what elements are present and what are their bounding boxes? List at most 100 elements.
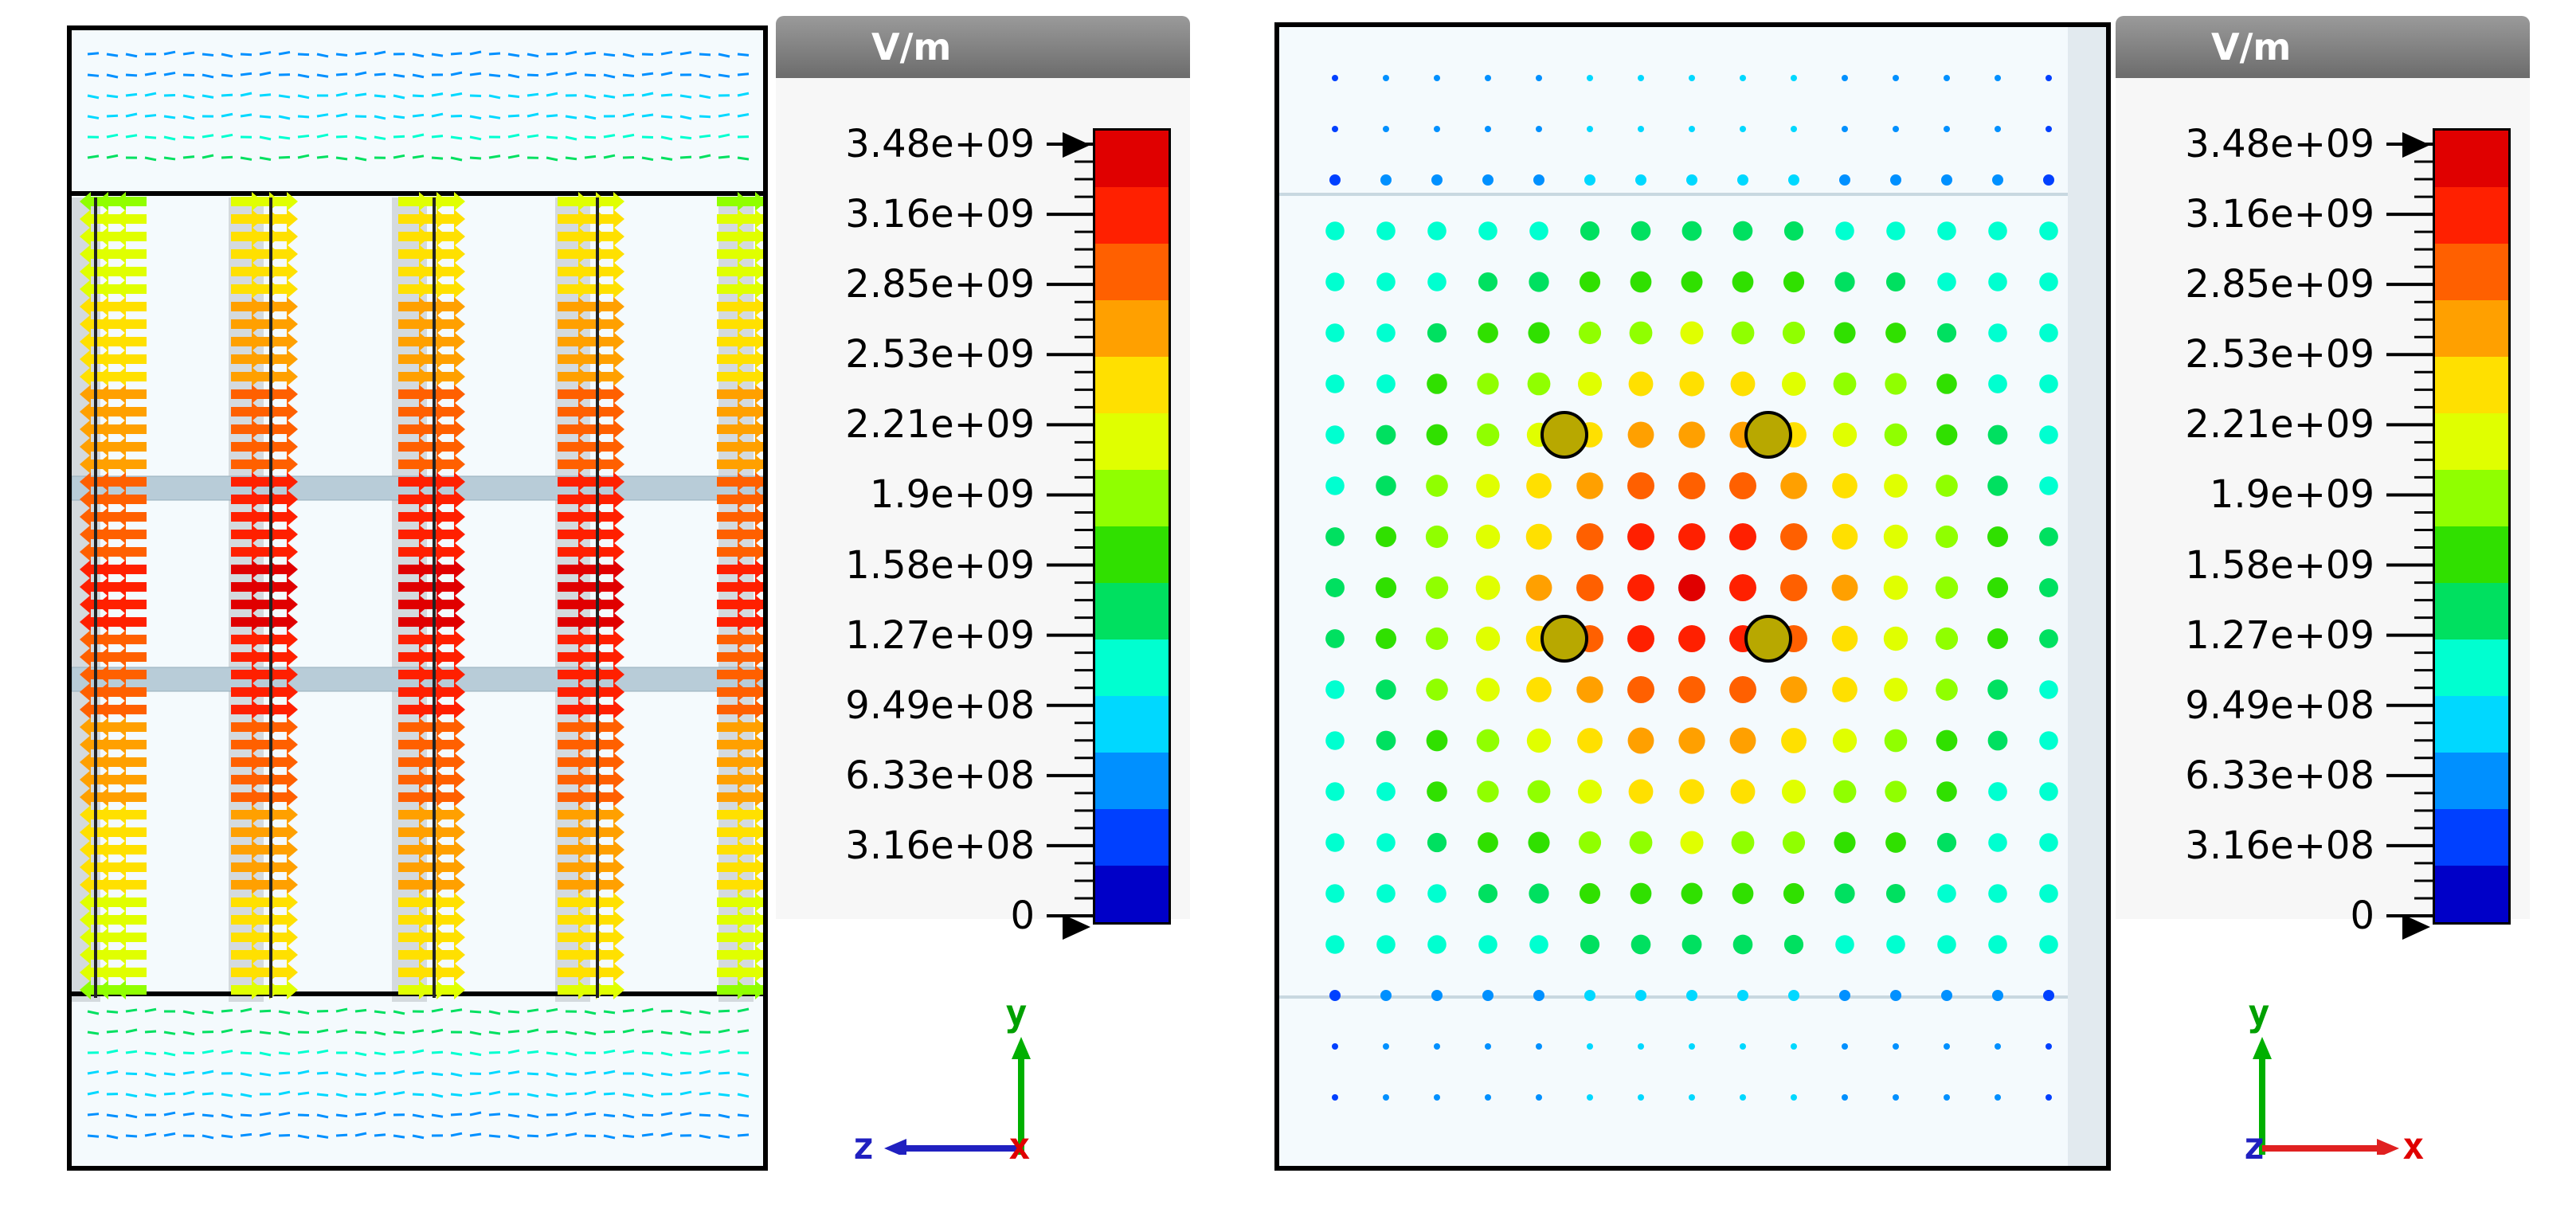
field-arrow-small [450,92,463,97]
field-arrow-small [106,1134,119,1140]
field-arrow [115,945,147,964]
field-dot [1944,1094,1950,1101]
field-arrow-small [412,73,425,79]
field-dot [1885,323,1906,343]
field-arrow-small [660,1112,673,1117]
field-arrow [115,682,147,702]
field-arrow-small [603,53,616,57]
right-legend-tick-label: 0 [2350,894,2374,938]
field-dot [1627,574,1654,601]
field-arrow-small [163,1072,176,1077]
field-arrow [266,367,298,386]
field-dot [1527,780,1551,804]
field-arrow [752,232,763,241]
field-arrow-small [240,1051,253,1055]
field-arrow-small [450,1132,463,1137]
right-axis-label-horizontal: x [2402,1124,2425,1167]
field-arrow-small [297,94,310,100]
field-dot [1376,374,1396,393]
field-arrow-small [221,73,233,78]
field-arrow-small [240,1029,253,1034]
field-arrow [433,718,465,737]
field-dot [2039,578,2058,597]
field-arrow [752,722,763,732]
field-arrow [593,665,624,684]
field-arrow-small [565,156,577,161]
field-arrow-small [125,1050,138,1054]
field-arrow-small [182,1112,195,1117]
right-field-view[interactable] [1274,22,2111,1171]
field-dot [1332,126,1338,132]
field-dot [1831,574,1858,601]
field-arrow [752,670,763,679]
field-arrow-small [316,133,329,139]
field-dot [1587,75,1593,81]
field-arrow [752,617,763,627]
field-arrow-small [221,1028,233,1034]
field-dot [1678,625,1705,652]
field-arrow-small [202,1113,214,1117]
field-arrow [593,858,624,877]
field-arrow-small [202,134,214,139]
field-arrow-small [182,115,195,120]
field-dot [1485,75,1491,81]
field-dot [1577,779,1603,804]
field-arrow-small [469,1010,482,1014]
field-dot [1890,990,1901,1001]
field-arrow-small [660,1072,673,1077]
field-dot [1885,883,1906,904]
field-dot [1584,990,1595,1001]
field-arrow-small [106,1070,119,1075]
field-arrow-small [507,1030,520,1034]
field-arrow-small [450,1113,463,1117]
field-arrow-small [641,1093,654,1098]
field-arrow [433,928,465,947]
field-dot [1427,884,1447,903]
field-arrow [266,963,298,982]
field-dot [1885,780,1907,803]
field-arrow-small [125,112,138,118]
field-arrow [266,805,298,824]
field-arrow-small [450,1093,463,1097]
right-legend-tick-label: 1.27e+09 [2185,612,2374,658]
field-arrow [593,227,624,246]
field-dot [1527,372,1551,396]
field-dot [2039,833,2058,852]
field-arrow-small [679,51,692,56]
field-dot [1937,272,1956,291]
field-arrow [115,823,147,842]
field-dot [1842,1043,1848,1050]
field-dot [1886,221,1905,241]
field-arrow-small [106,53,119,57]
field-arrow [593,718,624,737]
field-dot [1883,626,1909,651]
field-arrow-small [182,1070,195,1075]
field-arrow [433,682,465,702]
left-colorbar-ticks [1047,132,1093,940]
left-field-view[interactable] [67,25,768,1171]
field-dot [2039,374,2058,393]
field-arrow [593,910,624,929]
field-arrow [266,244,298,264]
field-arrow-small [431,1050,444,1054]
field-arrow [752,827,763,837]
field-arrow-small [393,1134,405,1139]
right-legend-tick-label: 6.33e+08 [2185,753,2374,798]
field-arrow [115,875,147,894]
field-dot [1526,728,1552,753]
field-dot [1883,524,1909,549]
field-dot [2046,75,2052,81]
field-dot [1731,831,1755,855]
field-arrow-small [297,53,310,57]
field-dot [2039,935,2058,954]
field-arrow [752,389,763,399]
field-arrow [593,367,624,386]
field-dot [1635,990,1646,1001]
field-arrow-small [87,115,100,119]
field-arrow [115,788,147,807]
field-arrow [593,490,624,509]
field-arrow [266,928,298,947]
field-arrow [433,823,465,842]
field-arrow-small [546,1072,558,1077]
field-arrow [593,332,624,351]
